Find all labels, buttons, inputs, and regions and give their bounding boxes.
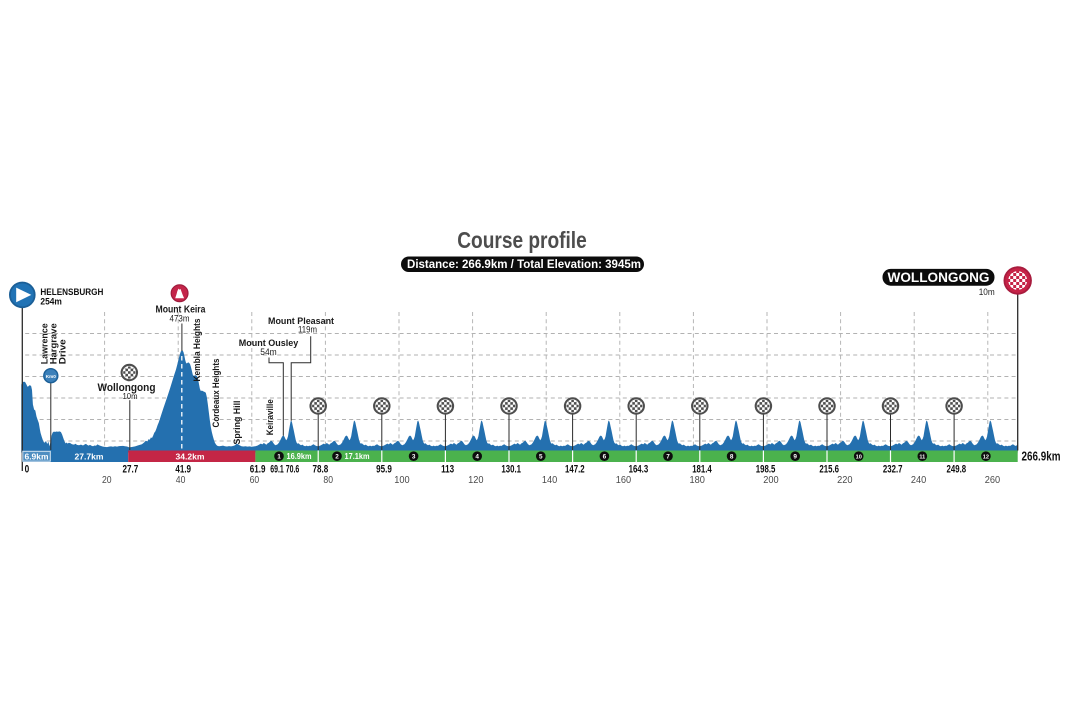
svg-text:WOLLONGONG: WOLLONGONG (888, 270, 990, 285)
svg-text:100: 100 (394, 475, 410, 486)
svg-text:266.9km: 266.9km (1022, 448, 1061, 463)
svg-text:Lawrence: Lawrence (40, 323, 50, 364)
svg-text:Hargrave: Hargrave (49, 323, 59, 364)
svg-text:Kembla Heights: Kembla Heights (192, 319, 202, 382)
svg-text:27.7: 27.7 (123, 463, 139, 475)
svg-text:10: 10 (856, 455, 862, 461)
svg-text:69.1: 69.1 (270, 463, 284, 475)
svg-text:0: 0 (25, 463, 30, 475)
svg-text:Wollongong: Wollongong (98, 382, 156, 394)
svg-text:Distance: 266.9km / Total Elev: Distance: 266.9km / Total Elevation: 394… (407, 257, 641, 271)
svg-text:11: 11 (919, 455, 925, 461)
svg-text:Spring Hill: Spring Hill (232, 401, 242, 445)
svg-text:Mount Pleasant: Mount Pleasant (268, 315, 334, 326)
svg-text:9: 9 (793, 454, 797, 461)
svg-text:HELENSBURGH: HELENSBURGH (40, 287, 103, 298)
svg-text:119m: 119m (298, 325, 317, 335)
svg-text:61.9: 61.9 (250, 463, 266, 475)
svg-text:8: 8 (730, 454, 734, 461)
svg-text:Cordeaux Heights: Cordeaux Heights (211, 359, 221, 428)
svg-text:Km0: Km0 (46, 374, 57, 379)
svg-text:6: 6 (603, 454, 607, 461)
svg-text:20: 20 (102, 475, 112, 486)
svg-text:232.7: 232.7 (883, 463, 903, 475)
svg-text:10m: 10m (123, 392, 138, 401)
svg-text:27.7km: 27.7km (75, 452, 104, 461)
svg-text:Course profile: Course profile (457, 227, 587, 253)
svg-text:54m: 54m (260, 347, 277, 357)
svg-text:40: 40 (176, 475, 186, 486)
svg-text:2: 2 (335, 454, 339, 461)
svg-text:220: 220 (837, 475, 853, 486)
svg-text:140: 140 (542, 475, 558, 486)
svg-text:200: 200 (763, 475, 779, 486)
svg-text:164.3: 164.3 (629, 463, 649, 475)
svg-text:Keiraville: Keiraville (265, 399, 275, 435)
svg-text:34.2km: 34.2km (176, 452, 205, 461)
svg-text:240: 240 (911, 475, 927, 486)
svg-text:249.8: 249.8 (947, 463, 967, 475)
svg-text:5: 5 (539, 454, 543, 461)
svg-text:16.9km: 16.9km (287, 452, 312, 461)
svg-text:215.6: 215.6 (819, 463, 839, 475)
svg-text:Mount Ousley: Mount Ousley (239, 337, 299, 348)
svg-text:120: 120 (468, 475, 484, 486)
svg-text:70.6: 70.6 (286, 463, 300, 475)
svg-text:181.4: 181.4 (692, 463, 712, 475)
svg-text:80: 80 (323, 475, 333, 486)
svg-text:130.1: 130.1 (501, 463, 521, 475)
svg-text:41.9: 41.9 (175, 463, 191, 475)
svg-text:254m: 254m (40, 296, 62, 307)
svg-text:147.2: 147.2 (565, 463, 585, 475)
svg-text:113: 113 (441, 463, 454, 475)
svg-text:12: 12 (983, 455, 989, 461)
svg-text:3: 3 (412, 454, 416, 461)
svg-text:1: 1 (277, 454, 281, 461)
svg-text:78.8: 78.8 (313, 463, 329, 475)
svg-text:60: 60 (250, 475, 260, 486)
svg-text:473m: 473m (170, 313, 190, 323)
svg-text:7: 7 (666, 454, 670, 461)
svg-text:4: 4 (475, 454, 479, 461)
svg-text:180: 180 (690, 475, 706, 486)
svg-text:198.5: 198.5 (756, 463, 776, 475)
svg-text:Drive: Drive (58, 339, 68, 364)
svg-text:Mount Keira: Mount Keira (156, 304, 206, 315)
svg-text:17.1km: 17.1km (345, 452, 370, 461)
svg-text:6.9km: 6.9km (25, 452, 49, 461)
svg-text:95.9: 95.9 (376, 463, 392, 475)
svg-text:10m: 10m (979, 287, 995, 297)
svg-text:260: 260 (985, 475, 1001, 486)
svg-text:160: 160 (616, 475, 632, 486)
